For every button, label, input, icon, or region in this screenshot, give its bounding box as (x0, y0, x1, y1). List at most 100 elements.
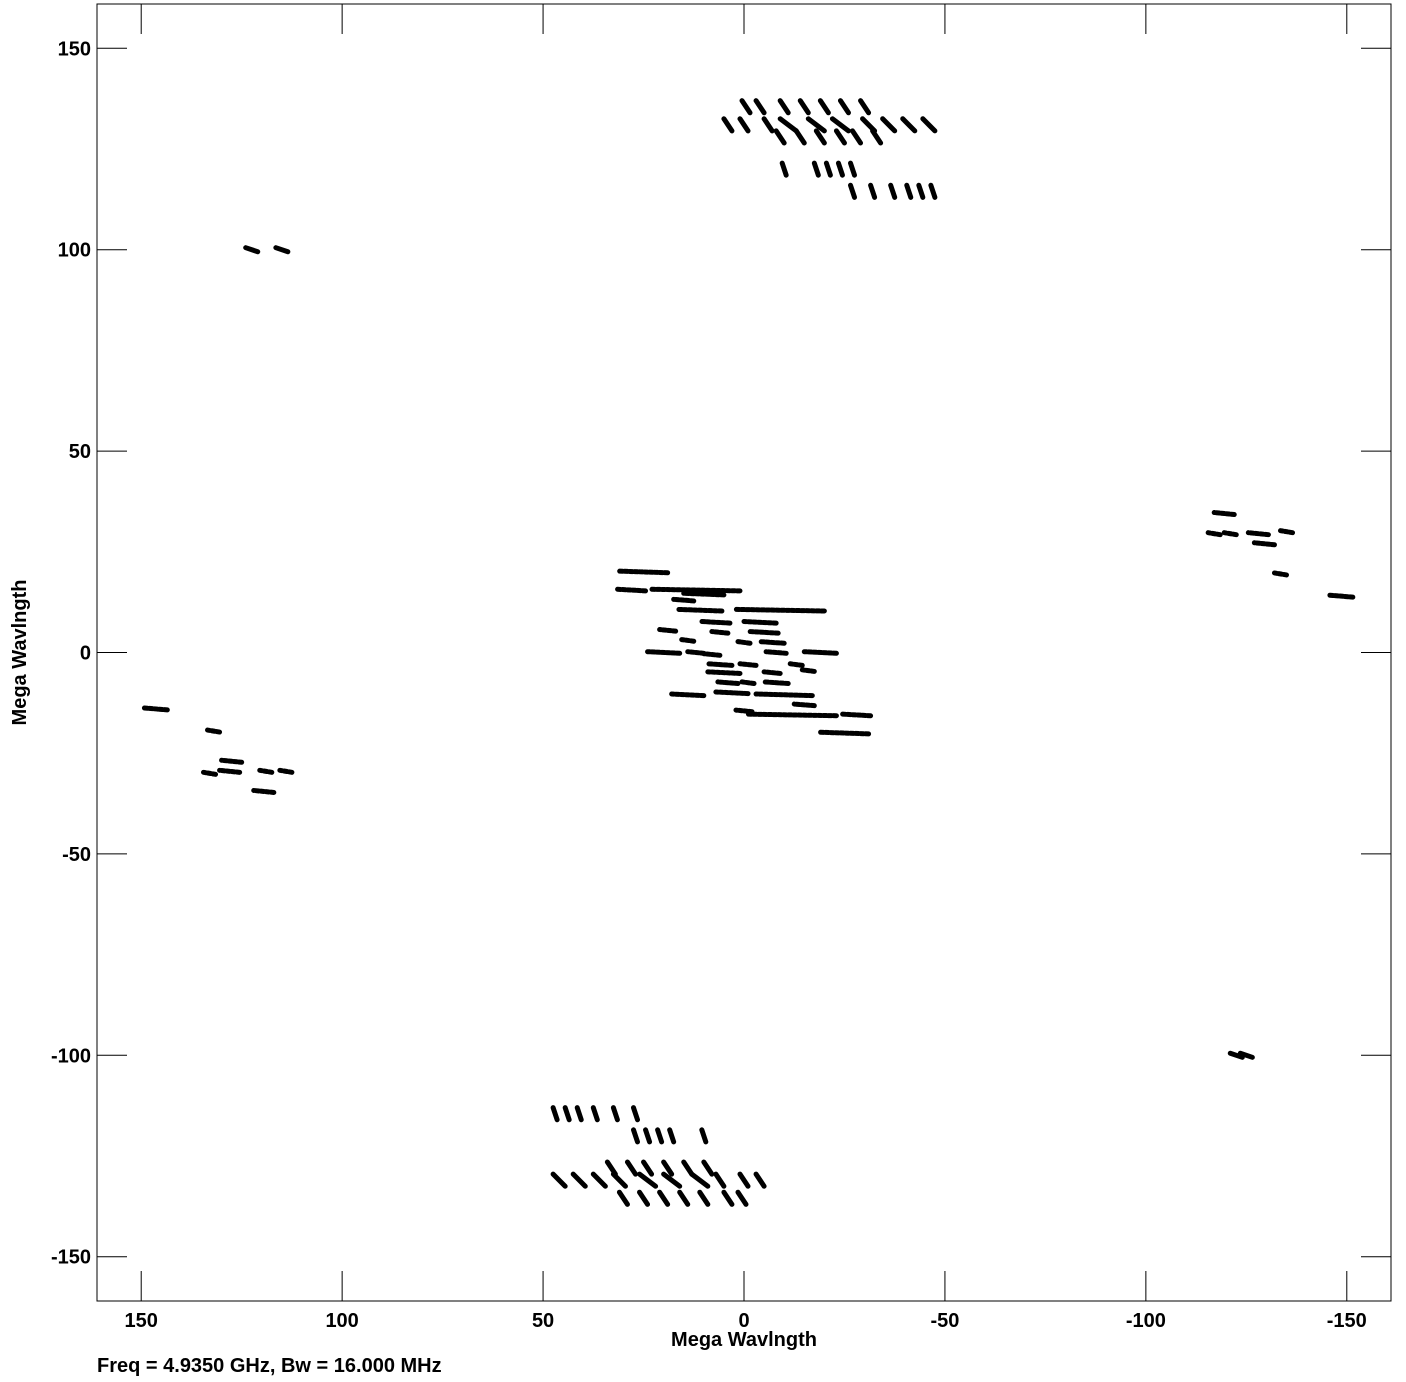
x-tick-label: 50 (532, 1310, 554, 1332)
uv-point (637, 1171, 659, 1189)
uv-point (737, 116, 751, 134)
uv-point (610, 1105, 620, 1123)
plot-frame (96, 3, 1392, 1302)
uv-point (637, 1189, 651, 1207)
uv-point (616, 1189, 630, 1207)
uv-point (833, 128, 847, 146)
uv-point (570, 1171, 588, 1189)
uv-point (737, 661, 759, 668)
uv-point (753, 98, 767, 116)
uv-point (916, 182, 926, 200)
uv-point (550, 1105, 560, 1123)
uv-point (837, 98, 851, 116)
uv-point (741, 618, 779, 626)
uv-point (649, 586, 743, 594)
uv-point (797, 98, 811, 116)
uv-point (817, 98, 831, 116)
uv-point (739, 98, 753, 116)
uv-point (705, 669, 743, 676)
uv-point (920, 116, 938, 134)
frequency-caption: Freq = 4.9350 GHz, Bw = 16.000 MHz (97, 1355, 442, 1377)
uv-point (273, 245, 291, 255)
y-tick-label: -50 (62, 844, 91, 866)
uv-point (763, 649, 789, 656)
uv-point (630, 1105, 641, 1123)
uv-point (701, 651, 723, 658)
uv-point (1271, 570, 1290, 578)
x-tick-label: -50 (930, 1310, 959, 1332)
uv-point (739, 679, 757, 687)
y-tick-label: 0 (80, 643, 91, 665)
uv-point (243, 245, 261, 255)
uv-point (709, 629, 731, 636)
uv-point (733, 707, 755, 715)
uv-point (657, 627, 679, 634)
uv-point (677, 1189, 691, 1207)
uv-point (811, 160, 821, 178)
uv-point (643, 1127, 653, 1145)
uv-point (713, 689, 751, 697)
uv-point (624, 1159, 638, 1177)
uv-point (667, 1127, 677, 1145)
uv-point (813, 128, 827, 146)
uv-point (1277, 528, 1296, 536)
uv-point (685, 649, 707, 656)
uv-point (257, 767, 275, 775)
uv-point (858, 98, 872, 116)
uv-point (616, 568, 671, 576)
uv-point (835, 160, 845, 178)
uv-point (713, 1171, 727, 1189)
uv-point (1227, 1050, 1245, 1060)
uv-point (829, 116, 851, 134)
axis-ticks (97, 4, 1391, 1301)
uv-point (735, 1189, 749, 1207)
uv-point (888, 182, 898, 200)
uv-point (655, 1127, 665, 1145)
uv-point (799, 667, 817, 674)
uv-point (679, 637, 697, 644)
uv-point (604, 1159, 618, 1177)
tick-labels: 150 100 50 0 -50 -100 -150 150 100 50 0 -50 -100 -150 (51, 38, 1367, 1332)
uv-point (715, 679, 741, 687)
uv-point (733, 606, 827, 614)
uv-point (1211, 510, 1237, 518)
x-tick-label: -150 (1327, 1310, 1367, 1332)
x-tick-label: 0 (738, 1310, 749, 1332)
uv-point (735, 639, 753, 646)
uv-point (753, 691, 815, 699)
uv-point (721, 116, 735, 134)
uv-point (681, 1159, 695, 1177)
uv-point (880, 116, 898, 134)
uv-point (753, 1171, 767, 1189)
uv-point (777, 116, 799, 134)
y-tick-label: 150 (58, 38, 91, 60)
uv-point (745, 711, 839, 719)
uv-point (689, 1171, 711, 1189)
uv-point (705, 661, 735, 668)
uv-point (1237, 1050, 1255, 1060)
uv-point (562, 1105, 572, 1123)
uv-point (699, 618, 733, 626)
uv-point (1326, 592, 1356, 600)
uv-point (550, 1171, 568, 1189)
uv-point (761, 116, 775, 134)
uv-point (1221, 530, 1239, 538)
uv-point (900, 116, 918, 134)
uv-point (791, 701, 817, 709)
uv-point (839, 711, 874, 719)
uv-point (721, 1189, 735, 1207)
uv-point (779, 160, 789, 178)
uv-point (671, 596, 697, 604)
uv-point (701, 1159, 715, 1177)
uv-point (200, 769, 219, 777)
x-axis-label: Mega Wavlngth (671, 1329, 817, 1351)
uv-point (757, 639, 787, 646)
uv-point (847, 160, 858, 178)
uv-point (645, 649, 683, 656)
uv-point (661, 1159, 675, 1177)
uv-point (868, 182, 878, 200)
uv-point (805, 116, 827, 134)
uv-point (251, 787, 277, 795)
uv-point (661, 1171, 683, 1189)
